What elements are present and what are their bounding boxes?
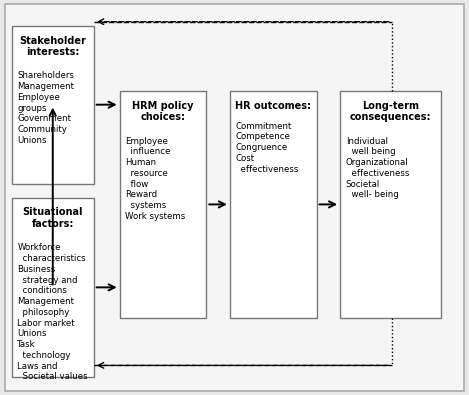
- FancyBboxPatch shape: [5, 4, 464, 391]
- Text: Long-term
consequences:: Long-term consequences:: [350, 101, 431, 122]
- Text: Employee
  influence
Human
  resource
  flow
Reward
  systems
Work systems: Employee influence Human resource flow R…: [125, 137, 185, 221]
- FancyBboxPatch shape: [340, 91, 441, 318]
- FancyBboxPatch shape: [12, 198, 94, 377]
- Text: Individual
  well being
Organizational
  effectiveness
Societal
  well- being: Individual well being Organizational eff…: [346, 137, 409, 199]
- Text: Situational
factors:: Situational factors:: [23, 207, 83, 229]
- Text: HR outcomes:: HR outcomes:: [235, 101, 311, 111]
- FancyBboxPatch shape: [230, 91, 317, 318]
- Text: Workforce
  characteristics
Business
  strategy and
  conditions
Management
  ph: Workforce characteristics Business strat…: [17, 243, 88, 381]
- FancyBboxPatch shape: [120, 91, 206, 318]
- FancyBboxPatch shape: [12, 26, 94, 184]
- Text: Shareholders
Management
Employee
groups
Government
Community
Unions: Shareholders Management Employee groups …: [17, 71, 75, 145]
- Text: Commitment
Competence
Congruence
Cost
  effectiveness: Commitment Competence Congruence Cost ef…: [235, 122, 299, 174]
- Text: HRM policy
choices:: HRM policy choices:: [132, 101, 194, 122]
- Text: Stakeholder
interests:: Stakeholder interests:: [19, 36, 86, 57]
